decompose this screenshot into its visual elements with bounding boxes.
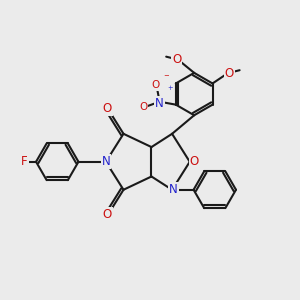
Text: O: O (225, 67, 234, 80)
Text: O: O (139, 102, 148, 112)
Text: O: O (172, 53, 181, 66)
Text: N: N (169, 183, 178, 196)
Text: N: N (155, 97, 164, 110)
Text: $^+$: $^+$ (166, 85, 174, 95)
Text: O: O (190, 155, 199, 168)
Text: F: F (21, 155, 28, 168)
Text: $^-$: $^-$ (162, 73, 170, 83)
Text: O: O (103, 208, 112, 221)
Text: O: O (103, 102, 112, 115)
Text: O: O (151, 80, 159, 90)
Text: N: N (101, 155, 110, 168)
